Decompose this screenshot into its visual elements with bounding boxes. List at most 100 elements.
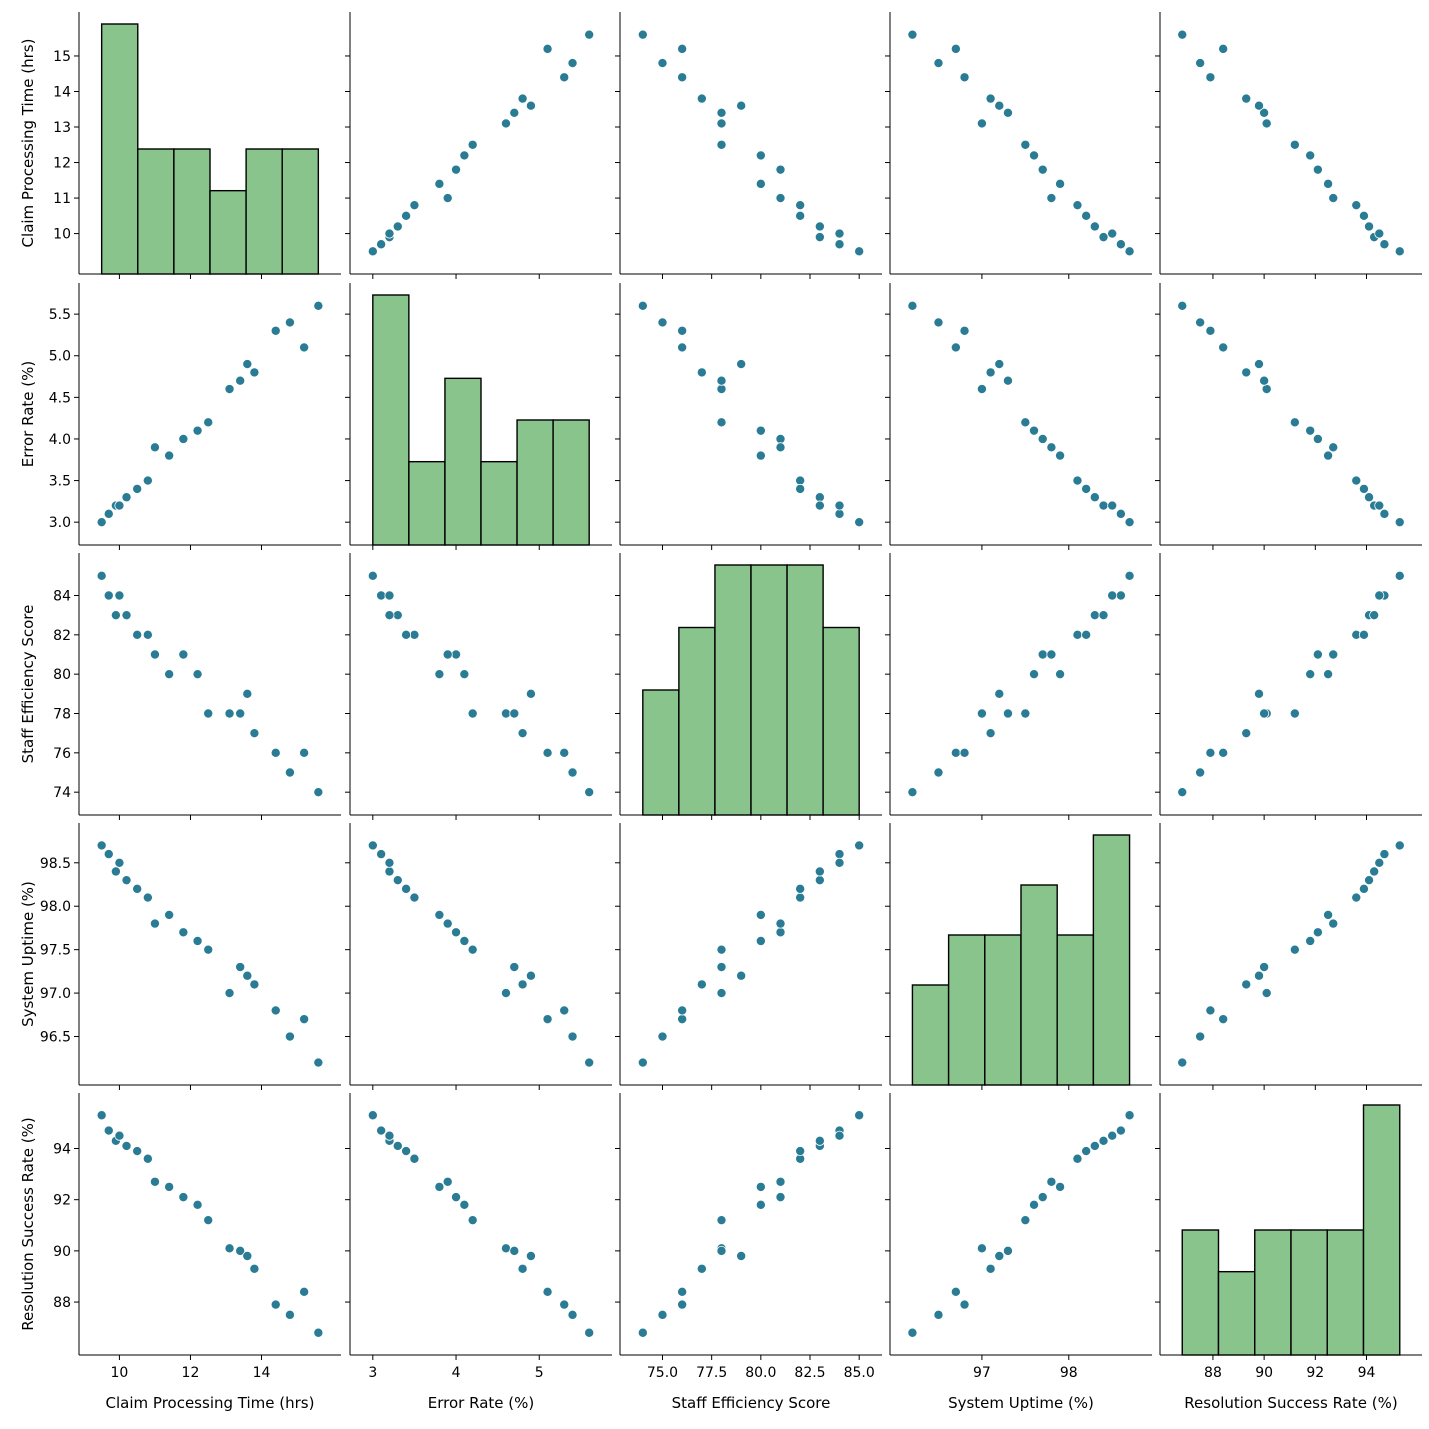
scatter-point: [1218, 1014, 1229, 1025]
x-tick-label: 82.5: [794, 1365, 825, 1381]
scatter-point: [1107, 500, 1118, 511]
scatter-point: [959, 1299, 970, 1310]
scatter-point: [114, 500, 125, 511]
scatter-point: [1020, 139, 1031, 150]
scatter-point: [985, 728, 996, 739]
scatter-point: [696, 979, 707, 990]
scatter-point: [1205, 72, 1216, 83]
scatter-point: [1259, 107, 1270, 118]
scatter-point: [110, 610, 121, 621]
scatter-point: [164, 909, 175, 920]
scatter-point: [716, 417, 727, 428]
scatter-point: [1055, 450, 1066, 461]
scatter-point: [1002, 708, 1013, 719]
scatter-point: [467, 708, 478, 719]
scatter-point: [559, 1299, 570, 1310]
scatter-point: [933, 58, 944, 69]
scatter-point: [1394, 517, 1405, 528]
scatter-point: [103, 1125, 114, 1136]
scatter-point: [716, 107, 727, 118]
scatter-point: [192, 1199, 203, 1210]
hist-bar: [1092, 834, 1131, 1086]
scatter-point: [1351, 892, 1362, 903]
scatter-point: [933, 1309, 944, 1320]
scatter-point: [525, 1250, 536, 1261]
scatter-point: [637, 300, 648, 311]
scatter-point: [1124, 1110, 1135, 1121]
scatter-point: [1115, 239, 1126, 250]
x-axis-label: Staff Efficiency Score: [672, 1394, 831, 1412]
scatter-point: [994, 100, 1005, 111]
scatter-point: [677, 72, 688, 83]
scatter-point: [677, 1299, 688, 1310]
scatter-point: [1089, 492, 1100, 503]
scatter-point: [959, 325, 970, 336]
scatter-point: [517, 93, 528, 104]
panel-0-4: [1155, 12, 1422, 279]
y-tick-label: 3.5: [49, 474, 71, 490]
hist-bar: [984, 934, 1022, 1086]
x-tick-label: 92: [1306, 1365, 1324, 1381]
scatter-point: [1369, 610, 1380, 621]
scatter-point: [451, 649, 462, 660]
x-tick-label: 14: [253, 1365, 271, 1381]
scatter-point: [1328, 918, 1339, 929]
scatter-point: [121, 875, 132, 886]
scatter-point: [976, 384, 987, 395]
scatter-point: [1107, 228, 1118, 239]
scatter-point: [854, 1110, 865, 1121]
scatter-point: [509, 1245, 520, 1256]
x-axis-label: System Uptime (%): [948, 1394, 1094, 1412]
scatter-point: [994, 1250, 1005, 1261]
scatter-point: [716, 962, 727, 973]
scatter-point: [164, 1181, 175, 1192]
scatter-point: [376, 1125, 387, 1136]
panel-4-3: 97 98: [885, 1093, 1152, 1381]
scatter-point: [224, 384, 235, 395]
panel-4-1: 3 4 5: [345, 1093, 612, 1381]
scatter-point: [299, 747, 310, 758]
y-tick-label: 98.0: [40, 899, 71, 915]
scatter-point: [110, 866, 121, 877]
scatter-point: [696, 1263, 707, 1274]
scatter-point: [1374, 228, 1385, 239]
scatter-point: [775, 433, 786, 444]
x-tick-label: 88: [1204, 1365, 1222, 1381]
scatter-point: [1259, 962, 1270, 973]
scatter-point: [114, 1130, 125, 1141]
scatter-point: [96, 517, 107, 528]
scatter-point: [795, 200, 806, 211]
scatter-point: [409, 200, 420, 211]
y-tick-label: 97.5: [40, 943, 71, 959]
scatter-point: [284, 1031, 295, 1042]
scatter-point: [950, 1286, 961, 1297]
scatter-point: [467, 944, 478, 955]
scatter-point: [1241, 979, 1252, 990]
scatter-point: [1369, 866, 1380, 877]
y-axis-label: Staff Efficiency Score: [19, 605, 37, 764]
scatter-point: [1195, 58, 1206, 69]
scatter-point: [451, 164, 462, 175]
x-tick-label: 97: [973, 1365, 991, 1381]
scatter-point: [1379, 849, 1390, 860]
scatter-point: [164, 669, 175, 680]
scatter-point: [459, 150, 470, 161]
scatter-point: [1394, 246, 1405, 257]
x-tick-label: 75.0: [647, 1365, 678, 1381]
panel-3-4: [1155, 823, 1422, 1090]
panel-0-1: [345, 12, 612, 279]
scatter-point: [442, 1176, 453, 1187]
hist-bar: [1056, 934, 1095, 1086]
panel-1-1: [345, 283, 612, 550]
scatter-point: [542, 1014, 553, 1025]
hist-bar: [209, 189, 247, 275]
scatter-point: [500, 708, 511, 719]
scatter-point: [1081, 1146, 1092, 1157]
scatter-point: [203, 417, 214, 428]
hist-bar: [173, 148, 211, 275]
hist-bar: [1020, 884, 1058, 1086]
scatter-point: [1312, 927, 1323, 938]
scatter-point: [384, 590, 395, 601]
scatter-point: [775, 1192, 786, 1203]
y-tick-label: 94: [53, 1142, 71, 1158]
